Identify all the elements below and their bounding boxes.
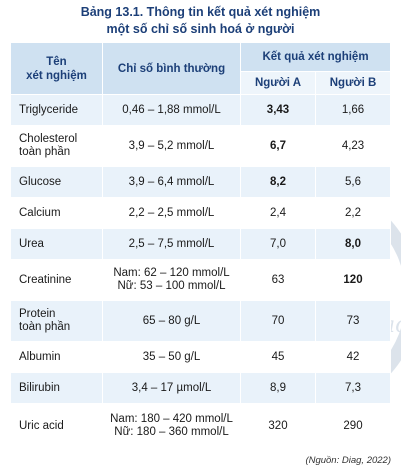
row-normal-range: 0,46 – 1,88 mmol/L [102,94,241,126]
table-row: Bilirubin 3,4 – 17 µmol/L 8,9 7,3 [10,372,392,404]
row-test-name: Uric acid [10,403,103,449]
row-person-b-value: 120 [314,259,392,301]
row-normal-range: 2,5 – 7,5 mmol/L [102,228,241,260]
row-person-a-value: 8,2 [240,166,316,198]
table-title-line-1: Bảng 13.1. Thông tin kết quả xét nghiệm [80,5,321,19]
source-note: (Nguồn: Diag, 2022) [305,455,391,466]
row-person-b-value: 7,3 [314,372,392,404]
row-normal-range: 3,4 – 17 µmol/L [102,372,241,404]
header-person-b: Người B [314,71,392,95]
table-title: Bảng 13.1. Thông tin kết quả xét nghiệm … [0,4,401,38]
table-row: Calcium 2,2 – 2,5 mmol/L 2,4 2,2 [10,197,392,229]
row-person-b-value: 5,6 [314,166,392,198]
row-person-b-value: 42 [314,341,392,373]
table-row: Urea 2,5 – 7,5 mmol/L 7,0 8,0 [10,228,392,260]
table-row: Creatinine Nam: 62 – 120 mmol/L Nữ: 53 – … [10,259,392,301]
row-test-name: Bilirubin [10,372,103,404]
row-normal-range: Nam: 180 – 420 mmol/L Nữ: 180 – 360 mmol/… [102,403,241,449]
table-row: Cholesterol toàn phần 3,9 – 5,2 mmol/L 6,… [10,125,392,167]
header-person-a: Người A [240,71,316,95]
row-person-a-value: 3,43 [240,94,316,126]
biochemistry-results-table: Tên xét nghiệm Chỉ số bình thường Kết qu… [10,42,392,449]
table-container: Chân trời sáng tạo Tên xét nghiệm Chỉ số… [10,42,401,449]
row-test-name: Calcium [10,197,103,229]
row-person-b-value: 290 [314,403,392,449]
row-test-name: Albumin [10,341,103,373]
table-row: Protein toàn phần 65 – 80 g/L 70 73 [10,300,392,342]
row-person-a-value: 2,4 [240,197,316,229]
row-test-name: Protein toàn phần [10,300,103,342]
table-row: Albumin 35 – 50 g/L 45 42 [10,341,392,373]
row-person-b-value: 8,0 [314,228,392,260]
row-normal-range: 3,9 – 5,2 mmol/L [102,125,241,167]
row-normal-range: 2,2 – 2,5 mmol/L [102,197,241,229]
header-normal-range: Chỉ số bình thường [102,42,241,95]
row-test-name: Glucose [10,166,103,198]
table-row: Uric acid Nam: 180 – 420 mmol/L Nữ: 180 –… [10,403,392,449]
header-results: Kết quả xét nghiệm [239,42,392,72]
table-row: Triglyceride 0,46 – 1,88 mmol/L 3,43 1,6… [10,94,392,126]
row-person-b-value: 2,2 [314,197,392,229]
header-test-name: Tên xét nghiệm [10,42,103,95]
row-normal-range: Nam: 62 – 120 mmol/L Nữ: 53 – 100 mmol/L [102,259,241,301]
row-person-a-value: 320 [240,403,316,449]
row-person-b-value: 4,23 [314,125,392,167]
row-person-a-value: 8,9 [240,372,316,404]
row-person-a-value: 45 [240,341,316,373]
row-test-name: Urea [10,228,103,260]
row-normal-range: 65 – 80 g/L [102,300,241,342]
row-person-a-value: 70 [240,300,316,342]
row-test-name: Creatinine [10,259,103,301]
row-person-b-value: 1,66 [314,94,392,126]
table-title-line-2: một số chỉ số sinh hoá ở người [106,22,295,36]
row-normal-range: 35 – 50 g/L [102,341,241,373]
row-test-name: Cholesterol toàn phần [10,125,103,167]
row-test-name: Triglyceride [10,94,103,126]
row-person-a-value: 63 [240,259,316,301]
row-normal-range: 3,9 – 6,4 mmol/L [102,166,241,198]
table-row: Glucose 3,9 – 6,4 mmol/L 8,2 5,6 [10,166,392,198]
row-person-a-value: 6,7 [240,125,316,167]
row-person-a-value: 7,0 [240,228,316,260]
row-person-b-value: 73 [314,300,392,342]
